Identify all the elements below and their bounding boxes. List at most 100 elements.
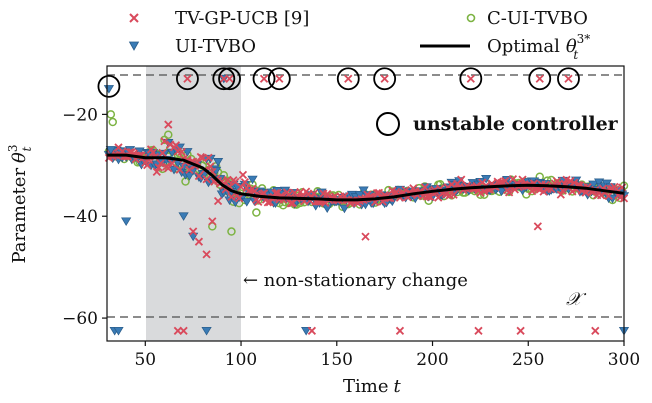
domain-symbol: 𝒳 [566,289,587,310]
unstable-marker [267,67,291,91]
tvgp-point [204,153,213,162]
tvgp-point [570,178,579,187]
unstable-legend-circle [376,112,400,136]
ui-point [113,326,124,336]
ui-point [358,186,369,196]
y-axis-label: Parameterθ3t [6,144,34,263]
x-tick-label: 100 [225,350,257,370]
tvgp-point [395,326,405,335]
tvgp-point [420,183,429,192]
legend-marker-tvgp [129,13,139,23]
x-tick-label: 150 [321,350,353,370]
tvgp-point [206,162,215,171]
tvgp-point [240,177,250,187]
unstable-marker [557,67,580,91]
tvgp-point [183,74,192,83]
tvgp-point [466,74,475,83]
tvgp-point [202,250,211,259]
legend-item-tvgp: TV-GP-UCB [9] [129,8,309,29]
cui-point [227,227,236,236]
tvgp-point [143,161,152,170]
tvgp-point [480,187,489,196]
legend-item-ui: UI-TVBO [128,36,256,57]
tvgp-point [275,74,284,83]
legend: TV-GP-UCB [9] C-UI-TVBO UI-TVBO Optimal θ… [128,8,590,62]
x-tick-label: 200 [416,350,448,370]
tvgp-point [164,120,173,129]
tvgp-point [194,171,204,181]
unstable-marker [212,67,236,91]
ui-point [339,204,350,214]
ui-point [182,148,193,157]
legend-item-cui: C-UI-TVBO [466,8,588,29]
tvgp-point [516,326,525,335]
tvgp-point [238,170,248,180]
ui-point [121,217,132,227]
tvgp-point [156,159,165,168]
tvgp-point [307,326,317,335]
tvgp-point [259,74,269,83]
tvgp-point [213,196,223,206]
tvgp-point [202,175,211,184]
axes-frame [106,65,625,342]
tvgp-point [564,74,573,83]
unstable-marker [528,67,552,91]
tvgp-point [474,326,483,335]
tvgp-point [234,194,244,203]
legend-marker-cui [466,13,476,23]
tvgp-point [518,175,527,184]
x-tick-label: 250 [512,350,544,370]
cui-point [164,130,173,139]
tvgp-point [533,222,542,231]
tvgp-point [449,190,458,199]
x-tick-label: 50 [134,350,156,370]
tvgp-point [152,167,161,177]
tvgp-point [604,191,613,201]
ui-point [247,175,258,185]
tvgp-point [271,189,280,198]
nonstationary-region [146,66,241,341]
tvgp-point [158,148,167,158]
optimal-line [107,153,625,202]
x-axis-label: Time t [343,376,401,397]
cui-point [106,110,116,119]
tvgp-point [171,141,181,150]
tvgp-point [265,198,274,207]
bound-lines [107,74,624,318]
tvgp-point [380,74,389,83]
ui-point [201,326,212,336]
tvgp-point [177,147,186,156]
ui-point [105,146,116,155]
ui-point [481,174,492,184]
ui-point [103,85,115,94]
unstable-marker [97,74,121,98]
unstable-marker [336,67,360,91]
ui-point [134,147,145,157]
cui-point [208,222,217,231]
tvgp-point [148,148,158,157]
legend-label-ui: UI-TVBO [175,36,256,57]
tvgp-point [568,187,577,196]
tvgp-point [189,227,198,236]
legend-label-tvgp: TV-GP-UCB [9] [175,8,309,29]
tvgp-point [160,137,169,146]
tvgp-point [208,217,217,226]
tvgp-point [344,74,353,83]
legend-label-optimal: Optimal θ3* t [487,32,590,62]
x-axis-ticks: 50 100 150 200 250 300 [134,341,640,370]
tvgp-point [227,192,236,202]
unstable-label: unstable controller [413,113,619,135]
ui-point [184,172,195,181]
unstable-marker [176,67,199,91]
tvgp-point [225,74,234,83]
tvgp-point [185,165,194,175]
tvgp-point [501,176,510,186]
tvgp-point [457,175,466,184]
tvgp-point [254,197,263,206]
tvgp-point [309,189,318,198]
ui-point [241,198,252,207]
tvgp-point [154,163,163,172]
tvgp-point [179,326,188,335]
ui-point [178,212,189,221]
